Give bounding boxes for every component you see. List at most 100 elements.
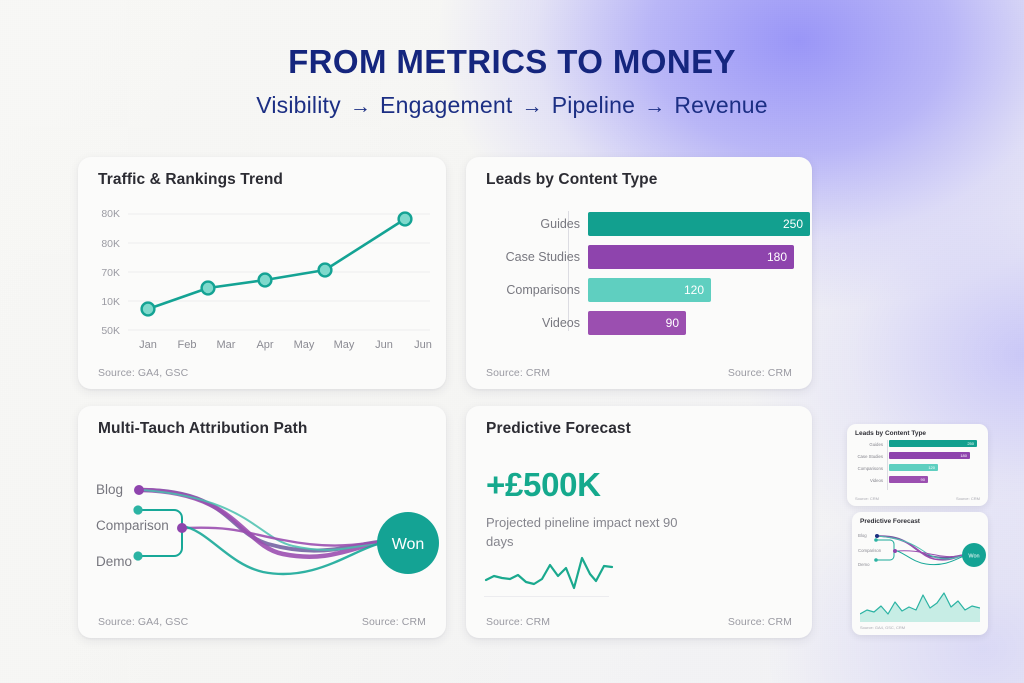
mini-card-leads-by-content-type[interactable]: Leads by Content Type Guides 250 Case St… <box>847 424 988 506</box>
y-axis-tick-2: 70K <box>101 267 120 279</box>
forecast-description: Projected pineline impact next 90 days <box>486 515 678 549</box>
source-label-right: Source: CRM <box>727 616 792 628</box>
node-label-blog: Blog <box>96 482 124 497</box>
mini-node-label-blog: Blog <box>858 533 867 538</box>
mini-source-right: Source: CRM <box>955 496 980 501</box>
mini-bar-fill: 180 <box>889 452 970 459</box>
arrow-icon-3: → <box>644 95 666 119</box>
y-axis-tick-4: 50K <box>101 325 120 337</box>
x-axis-tick-2: Mar <box>216 339 236 351</box>
bar-value: 90 <box>665 316 679 330</box>
bar-label: Case Studies <box>505 250 580 264</box>
page-header: FROM METRICS TO MONEY Visibility → Engagem… <box>0 43 1024 119</box>
mini-card-predictive-forecast[interactable]: Predictive Forecast Won Blog Comparison … <box>852 512 988 635</box>
mini-bar-value: 120 <box>928 465 935 470</box>
stage-flow-subtitle: Visibility → Engagement → Pipeline → Revenue <box>0 92 1024 119</box>
mini-bar-fill: 120 <box>889 464 938 471</box>
node-label-comparison: Comparison <box>96 518 169 533</box>
node-stub-upper-dot <box>133 505 143 515</box>
forecast-value: +£500K <box>486 466 601 503</box>
page-title: FROM METRICS TO MONEY <box>288 43 736 80</box>
source-label-left: Source: GA4, GSC <box>98 616 189 628</box>
mini-area-chart <box>860 592 980 622</box>
stage-engagement: Engagement <box>380 92 513 119</box>
mini-bar-label: Guides <box>869 442 883 447</box>
x-axis-tick-5: May <box>333 339 355 351</box>
sparkline-baseline <box>484 596 609 597</box>
line-chart-traffic <box>128 211 430 331</box>
source-label-right: Source: CRM <box>727 367 792 379</box>
flow-blog-purple <box>139 487 381 559</box>
x-axis-tick-1: Feb <box>177 339 197 351</box>
mini-bar-axis <box>887 440 888 490</box>
y-axis-tick-0: 80K <box>101 208 120 220</box>
x-axis-tick-0: Jan <box>139 339 157 351</box>
card-leads-by-content-type[interactable]: Leads by Content Type Guides 250 Case St… <box>466 157 812 389</box>
card-predictive-forecast[interactable]: Predictive Forecast +£500K Projected pin… <box>466 406 812 638</box>
bar-value: 120 <box>683 283 704 297</box>
bar-track: 120 <box>588 278 792 302</box>
y-axis-tick-1: 80K <box>101 238 120 250</box>
node-comparison-dot <box>177 523 187 533</box>
mini-node-label-comparison: Comparison <box>858 548 882 553</box>
bar-fill: 250 <box>588 212 810 236</box>
bar-row-case-studies[interactable]: Case Studies 180 <box>486 245 794 269</box>
bar-value: 250 <box>782 217 803 231</box>
card-multi-touch-attribution-path[interactable]: Multi-Tauch Attribution Path Won Blog Co… <box>78 406 446 638</box>
node-label-demo: Demo <box>96 554 133 569</box>
mini-node-label-demo: Demo <box>858 562 870 567</box>
bar-fill: 180 <box>588 245 794 269</box>
x-axis-tick-6: Jun <box>375 339 393 351</box>
source-label-left: Source: CRM <box>486 616 551 628</box>
stage-pipeline: Pipeline <box>551 92 636 119</box>
node-stub-lower-dot <box>133 551 143 561</box>
bar-row-guides[interactable]: Guides 250 <box>486 212 810 236</box>
flow-blog-teal <box>141 489 379 551</box>
flow-comparison <box>184 526 380 547</box>
mini-card-title: Predictive Forecast <box>860 518 920 525</box>
bar-track: 90 <box>588 311 792 335</box>
stage-revenue: Revenue <box>674 92 768 119</box>
card-traffic-rankings-trend[interactable]: Traffic & Rankings Trend 80K 80K 70K 10K… <box>78 157 446 389</box>
bar-chart-axis <box>568 211 569 331</box>
mini-card-title: Leads by Content Type <box>855 430 927 437</box>
bar-row-comparisons[interactable]: Comparisons 120 <box>486 278 792 302</box>
mini-bar-value: 90 <box>920 477 925 482</box>
flow-demo <box>180 524 380 576</box>
forecast-sparkline <box>484 556 614 590</box>
bar-value: 180 <box>766 250 787 264</box>
card-title: Multi-Tauch Attribution Path <box>98 420 308 437</box>
bar-fill: 120 <box>588 278 711 302</box>
arrow-icon-1: → <box>349 95 372 119</box>
bar-label: Videos <box>542 316 580 330</box>
bar-track: 250 <box>588 212 810 236</box>
x-axis-tick-4: May <box>293 339 315 351</box>
source-label-right: Source: CRM <box>361 616 426 628</box>
card-title: Leads by Content Type <box>486 171 658 188</box>
mini-bar-value: 250 <box>967 441 974 446</box>
arrow-icon-2: → <box>521 95 543 119</box>
source-label-left: Source: CRM <box>486 367 551 379</box>
source-label-left: Source: GA4, GSC <box>98 367 189 379</box>
mini-bar-fill: 250 <box>889 440 977 447</box>
mini-bar-label: Case Studies <box>857 454 883 459</box>
node-won-circle <box>377 512 439 574</box>
attribution-flow-diagram: Won <box>133 485 439 576</box>
node-won-label: Won <box>392 536 425 553</box>
mini-bar-value: 180 <box>960 453 967 458</box>
mini-bar-label: Videos <box>869 478 883 483</box>
mini-source-left: Source: GA4, GSC, CRM <box>860 625 906 630</box>
line-series-traffic <box>146 217 407 311</box>
x-axis-tick-7: Jun <box>414 339 432 351</box>
mini-source-left: Source: CRM <box>855 496 880 501</box>
x-axis-tick-3: Apr <box>256 339 274 351</box>
card-title: Traffic & Rankings Trend <box>98 171 283 188</box>
bar-fill: 90 <box>588 311 686 335</box>
mini-bar-fill: 90 <box>889 476 928 483</box>
bar-row-videos[interactable]: Videos 90 <box>486 311 792 335</box>
bar-track: 180 <box>588 245 794 269</box>
card-title: Predictive Forecast <box>486 420 631 437</box>
line-markers <box>140 211 413 317</box>
stage-visibility: Visibility <box>256 92 341 119</box>
mini-attribution-flow-diagram: Won <box>874 534 986 567</box>
